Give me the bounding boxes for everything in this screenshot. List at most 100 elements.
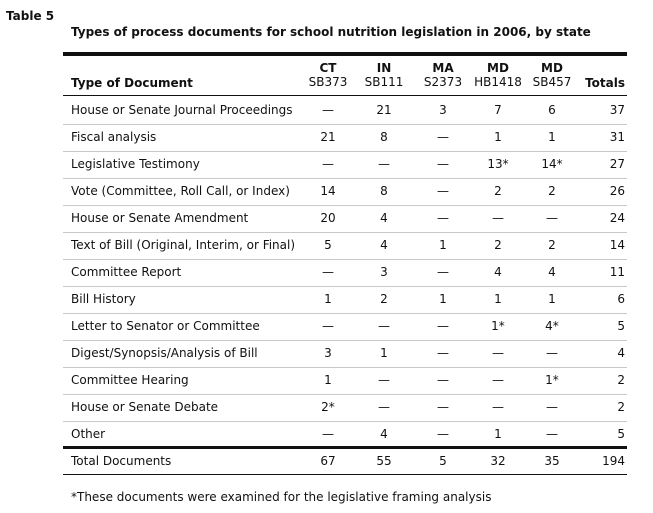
cell-md-hb1418: 13* (487, 157, 509, 171)
cell-md-sb457: 4 (548, 265, 556, 279)
totals-rule (63, 446, 627, 449)
cell-total: 6 (617, 292, 625, 306)
row-label: Other (71, 427, 106, 441)
cell-in: 55 (376, 454, 392, 468)
bottom-rule (63, 474, 627, 475)
row-divider (63, 394, 627, 395)
cell-total: 2 (617, 400, 625, 414)
row-divider (63, 340, 627, 341)
row-label: Legislative Testimony (71, 157, 200, 171)
table-row: Other — 4 — 1 — 5 (0, 421, 653, 448)
cell-ma: — (437, 346, 449, 360)
cell-ma: 1 (439, 238, 447, 252)
cell-ct: 1 (324, 373, 332, 387)
header-col-in: IN SB111 (356, 61, 412, 89)
row-divider (63, 421, 627, 422)
table-row: Committee Hearing 1 — — — 1* 2 (0, 367, 653, 394)
header-bill: SB111 (364, 75, 404, 89)
cell-in: — (378, 157, 390, 171)
cell-total: 194 (602, 454, 625, 468)
table-title: Types of process documents for school nu… (71, 25, 591, 39)
cell-md-hb1418: 2 (494, 238, 502, 252)
cell-ma: 1 (439, 292, 447, 306)
row-label: House or Senate Journal Proceedings (71, 103, 293, 117)
cell-md-hb1418: 1* (491, 319, 505, 333)
row-divider (63, 151, 627, 152)
cell-in: — (378, 400, 390, 414)
cell-total: 27 (609, 157, 625, 171)
row-label: Committee Report (71, 265, 182, 279)
row-label: Fiscal analysis (71, 130, 157, 144)
cell-ma: — (437, 265, 449, 279)
cell-md-hb1418: — (492, 400, 504, 414)
cell-md-sb457: 4* (545, 319, 559, 333)
cell-md-hb1418: 1 (494, 130, 502, 144)
cell-md-hb1418: 4 (494, 265, 502, 279)
table-row: House or Senate Amendment 20 4 — — — 24 (0, 205, 653, 232)
header-bill: S2373 (423, 75, 463, 89)
cell-total: 11 (609, 265, 625, 279)
header-bill: SB373 (308, 75, 348, 89)
cell-md-sb457: 35 (544, 454, 560, 468)
row-label: Vote (Committee, Roll Call, or Index) (71, 184, 290, 198)
cell-ma: — (437, 184, 449, 198)
cell-total: 24 (609, 211, 625, 225)
header-state: IN (376, 61, 392, 75)
cell-md-sb457: — (546, 427, 558, 441)
cell-md-sb457: 1* (545, 373, 559, 387)
row-label: Digest/Synopsis/Analysis of Bill (71, 346, 258, 360)
cell-md-sb457: — (546, 400, 558, 414)
cell-md-hb1418: 1 (494, 292, 502, 306)
header-state: CT (319, 61, 337, 75)
cell-ct: — (322, 103, 334, 117)
cell-md-sb457: — (546, 346, 558, 360)
row-divider (63, 286, 627, 287)
row-label: House or Senate Debate (71, 400, 219, 414)
table-row: House or Senate Debate 2* — — — — 2 (0, 394, 653, 421)
top-rule (63, 52, 627, 56)
table-row: Vote (Committee, Roll Call, or Index) 14… (0, 178, 653, 205)
footnote: *These documents were examined for the l… (71, 490, 492, 504)
cell-ma: — (437, 400, 449, 414)
row-divider (63, 232, 627, 233)
cell-ct: — (322, 319, 334, 333)
header-state: MD (541, 61, 563, 75)
cell-ma: — (437, 427, 449, 441)
total-row-label: Total Documents (71, 454, 172, 468)
cell-ct: 21 (320, 130, 336, 144)
header-type-of-document: Type of Document (71, 76, 193, 90)
cell-in: — (378, 319, 390, 333)
cell-in: 3 (380, 265, 388, 279)
cell-md-sb457: 1 (548, 130, 556, 144)
cell-md-hb1418: — (492, 373, 504, 387)
cell-total: 26 (609, 184, 625, 198)
cell-ct: 3 (324, 346, 332, 360)
cell-md-hb1418: — (492, 211, 504, 225)
cell-md-sb457: 1 (548, 292, 556, 306)
cell-in: 1 (380, 346, 388, 360)
cell-ct: 2* (321, 400, 335, 414)
cell-in: 8 (380, 184, 388, 198)
cell-ct: 67 (320, 454, 336, 468)
cell-md-hb1418: 32 (490, 454, 506, 468)
header-state: MA (432, 61, 454, 75)
cell-ma: — (437, 319, 449, 333)
cell-md-sb457: — (546, 211, 558, 225)
header-totals: Totals (585, 76, 625, 90)
row-label: House or Senate Amendment (71, 211, 249, 225)
table-row: Digest/Synopsis/Analysis of Bill 3 1 — —… (0, 340, 653, 367)
cell-ct: — (322, 427, 334, 441)
cell-total: 14 (609, 238, 625, 252)
row-label: Bill History (71, 292, 136, 306)
cell-ma: 5 (439, 454, 447, 468)
cell-total: 2 (617, 373, 625, 387)
header-rule (63, 95, 627, 96)
cell-total: 5 (617, 319, 625, 333)
header-col-md-hb1418: MD HB1418 (469, 61, 527, 89)
cell-ma: 3 (439, 103, 447, 117)
cell-ma: — (437, 130, 449, 144)
cell-ct: — (322, 265, 334, 279)
table-row: Text of Bill (Original, Interim, or Fina… (0, 232, 653, 259)
cell-ma: — (437, 211, 449, 225)
header-state: MD (487, 61, 509, 75)
